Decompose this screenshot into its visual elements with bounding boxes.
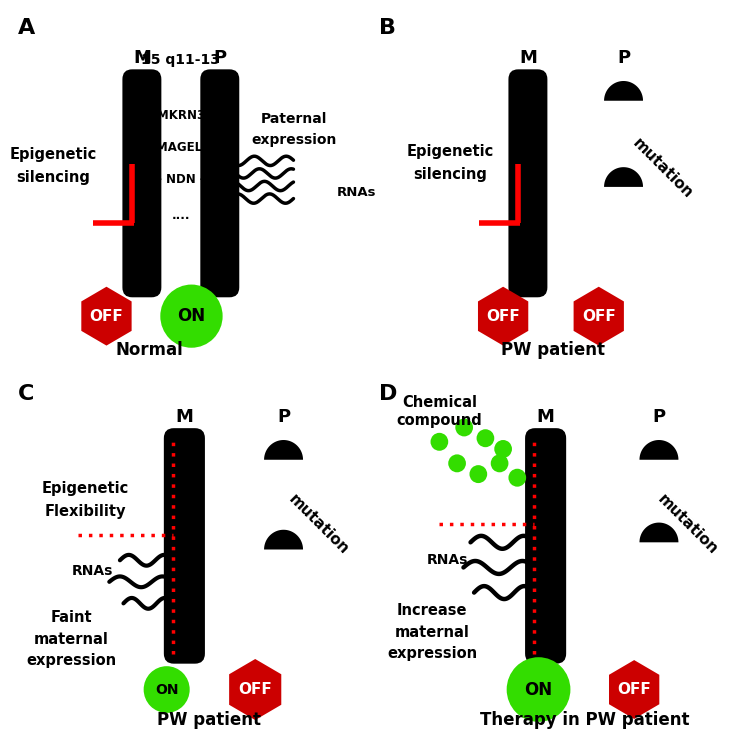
Text: Paternal: Paternal <box>261 112 327 126</box>
Text: mutation: mutation <box>629 136 696 202</box>
Text: C: C <box>18 384 34 404</box>
Text: PW patient: PW patient <box>501 341 604 359</box>
Text: ON: ON <box>155 682 178 696</box>
Text: mutation: mutation <box>654 491 721 557</box>
FancyBboxPatch shape <box>525 428 566 664</box>
Text: maternal: maternal <box>395 625 469 639</box>
Text: M: M <box>537 408 555 425</box>
Text: PW patient: PW patient <box>157 711 261 729</box>
Text: OFF: OFF <box>582 309 615 323</box>
Text: ON: ON <box>177 307 206 325</box>
Polygon shape <box>81 286 131 346</box>
Text: Increase: Increase <box>397 603 467 618</box>
Text: Flexibility: Flexibility <box>45 504 126 519</box>
FancyBboxPatch shape <box>508 70 548 297</box>
Text: ON: ON <box>524 681 553 699</box>
Text: Faint: Faint <box>50 610 92 625</box>
Polygon shape <box>609 660 659 719</box>
Polygon shape <box>264 440 303 460</box>
Text: silencing: silencing <box>16 170 91 186</box>
Text: ....: .... <box>172 209 190 222</box>
Circle shape <box>469 465 487 483</box>
Text: Epigenetic: Epigenetic <box>42 481 128 496</box>
Polygon shape <box>639 522 678 542</box>
Text: - NDN -: - NDN - <box>157 173 204 186</box>
Text: - MAGEL2-: - MAGEL2- <box>147 141 215 154</box>
Text: B: B <box>379 18 396 38</box>
Text: OFF: OFF <box>486 309 520 323</box>
Circle shape <box>508 468 526 487</box>
Text: P: P <box>213 49 226 67</box>
Text: 15 q11-13: 15 q11-13 <box>142 53 220 67</box>
Text: expression: expression <box>26 653 116 668</box>
Text: RNAs: RNAs <box>426 554 468 568</box>
Text: Chemical
compound: Chemical compound <box>396 395 483 428</box>
Text: M: M <box>133 49 151 67</box>
Text: D: D <box>379 384 398 404</box>
Text: RNAs: RNAs <box>72 564 114 578</box>
Circle shape <box>448 454 466 472</box>
Text: - MKRN3 -: - MKRN3 - <box>147 109 214 121</box>
Text: A: A <box>18 18 35 38</box>
Text: OFF: OFF <box>618 682 651 697</box>
Circle shape <box>456 418 473 437</box>
Circle shape <box>161 285 223 348</box>
Text: expression: expression <box>251 133 337 147</box>
Text: RNAs: RNAs <box>337 186 376 199</box>
Polygon shape <box>574 286 624 346</box>
Circle shape <box>144 666 190 713</box>
Text: M: M <box>519 49 537 67</box>
Text: Normal: Normal <box>115 341 182 359</box>
Text: silencing: silencing <box>413 166 487 182</box>
Text: OFF: OFF <box>238 682 272 697</box>
Circle shape <box>431 433 448 451</box>
Polygon shape <box>229 659 281 720</box>
Text: maternal: maternal <box>34 632 109 647</box>
Text: OFF: OFF <box>90 309 123 323</box>
Text: Therapy in PW patient: Therapy in PW patient <box>480 711 689 729</box>
Circle shape <box>494 440 512 458</box>
Text: P: P <box>653 408 666 425</box>
Text: Epigenetic: Epigenetic <box>9 147 97 162</box>
Circle shape <box>491 454 508 472</box>
Text: P: P <box>617 49 630 67</box>
Text: M: M <box>175 408 193 425</box>
FancyBboxPatch shape <box>200 70 239 297</box>
Text: mutation: mutation <box>286 491 352 557</box>
Text: Epigenetic: Epigenetic <box>407 144 493 158</box>
Circle shape <box>477 429 494 447</box>
Text: expression: expression <box>387 646 477 661</box>
Text: P: P <box>277 408 290 425</box>
Polygon shape <box>478 286 529 346</box>
Polygon shape <box>264 530 303 550</box>
FancyBboxPatch shape <box>164 428 205 664</box>
Polygon shape <box>604 81 643 101</box>
Polygon shape <box>604 167 643 187</box>
FancyBboxPatch shape <box>123 70 161 297</box>
Circle shape <box>507 657 570 722</box>
Polygon shape <box>639 440 678 460</box>
